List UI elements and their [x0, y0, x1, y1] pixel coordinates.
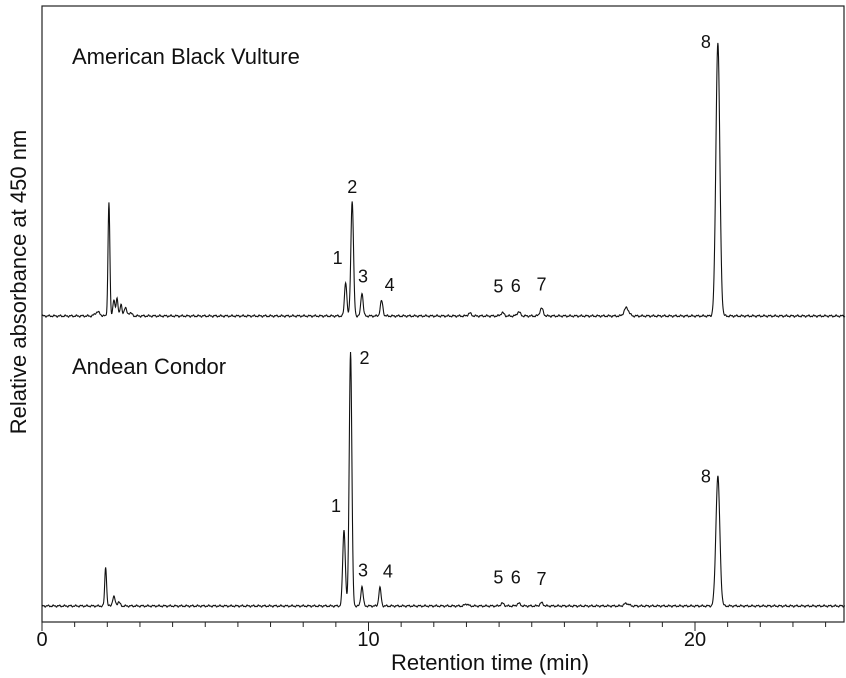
series-title-bottom: Andean Condor: [72, 354, 226, 379]
x-tick-label: 20: [684, 629, 706, 651]
peak-label-bottom-2: 2: [359, 348, 369, 368]
peak-label-bottom-5: 5: [493, 567, 503, 587]
peak-label-top-8: 8: [701, 32, 711, 52]
x-axis-label: Retention time (min): [391, 650, 589, 675]
peak-label-bottom-7: 7: [536, 569, 546, 589]
y-axis-label: Relative absorbance at 450 nm: [6, 130, 31, 435]
peak-label-top-5: 5: [493, 277, 503, 297]
peak-label-bottom-3: 3: [358, 560, 368, 580]
trace-top: [41, 42, 846, 318]
peak-label-top-4: 4: [385, 275, 395, 295]
series-title-top: American Black Vulture: [72, 44, 300, 69]
peak-label-top-2: 2: [347, 177, 357, 197]
traces-group: [41, 42, 846, 608]
x-tick-label: 0: [36, 629, 47, 651]
x-tick-label: 10: [357, 629, 379, 651]
peak-label-top-1: 1: [333, 248, 343, 268]
x-axis: 0 10 20: [36, 622, 827, 651]
peak-label-bottom-4: 4: [383, 562, 393, 582]
peak-label-bottom-8: 8: [701, 466, 711, 486]
peak-label-bottom-1: 1: [331, 496, 341, 516]
plot-frame: [41, 5, 845, 623]
peak-label-top-3: 3: [358, 267, 368, 287]
peak-label-top-7: 7: [536, 274, 546, 294]
trace-bottom: [41, 352, 846, 608]
peak-label-top-6: 6: [511, 276, 521, 296]
peak-label-bottom-6: 6: [511, 567, 521, 587]
